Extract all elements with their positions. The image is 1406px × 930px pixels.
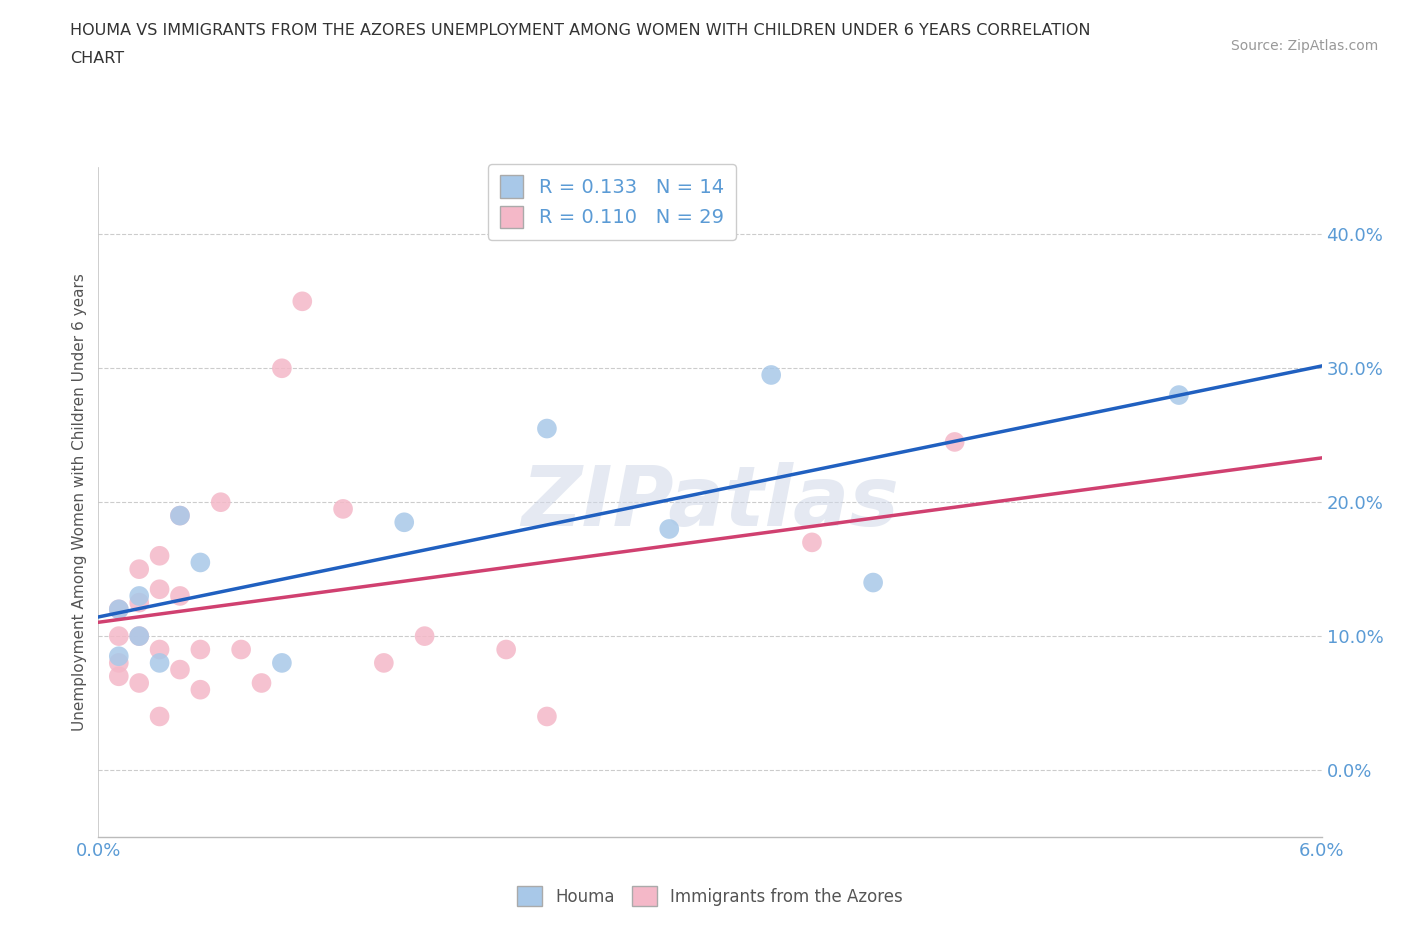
Text: HOUMA VS IMMIGRANTS FROM THE AZORES UNEMPLOYMENT AMONG WOMEN WITH CHILDREN UNDER: HOUMA VS IMMIGRANTS FROM THE AZORES UNEM… — [70, 23, 1091, 38]
Point — [270, 656, 292, 671]
Point — [128, 629, 150, 644]
Point — [943, 434, 966, 449]
Point — [169, 508, 191, 523]
Point — [128, 589, 150, 604]
Point — [108, 602, 131, 617]
Point — [332, 501, 354, 516]
Point — [149, 582, 172, 597]
Point — [108, 656, 131, 671]
Point — [250, 675, 273, 690]
Point — [536, 421, 558, 436]
Text: Source: ZipAtlas.com: Source: ZipAtlas.com — [1230, 39, 1378, 53]
Point — [108, 669, 131, 684]
Point — [169, 508, 191, 523]
Point — [169, 662, 191, 677]
Point — [169, 589, 191, 604]
Point — [761, 367, 783, 382]
Point — [188, 555, 212, 570]
Point — [108, 629, 131, 644]
Point — [270, 361, 292, 376]
Legend: Houma, Immigrants from the Azores: Houma, Immigrants from the Azores — [508, 876, 912, 916]
Point — [495, 642, 517, 657]
Point — [413, 629, 436, 644]
Point — [108, 649, 131, 664]
Point — [291, 294, 314, 309]
Point — [862, 575, 884, 590]
Text: CHART: CHART — [70, 51, 124, 66]
Point — [128, 629, 150, 644]
Point — [536, 709, 558, 724]
Point — [231, 642, 253, 657]
Point — [658, 522, 681, 537]
Point — [149, 642, 172, 657]
Point — [1167, 388, 1189, 403]
Point — [149, 709, 172, 724]
Point — [128, 595, 150, 610]
Point — [108, 602, 131, 617]
Point — [801, 535, 824, 550]
Point — [188, 642, 212, 657]
Point — [373, 656, 395, 671]
Point — [128, 675, 150, 690]
Point — [188, 683, 212, 698]
Y-axis label: Unemployment Among Women with Children Under 6 years: Unemployment Among Women with Children U… — [72, 273, 87, 731]
Point — [209, 495, 232, 510]
Point — [392, 515, 416, 530]
Point — [149, 656, 172, 671]
Text: ZIPatlas: ZIPatlas — [522, 461, 898, 543]
Point — [149, 549, 172, 564]
Point — [128, 562, 150, 577]
